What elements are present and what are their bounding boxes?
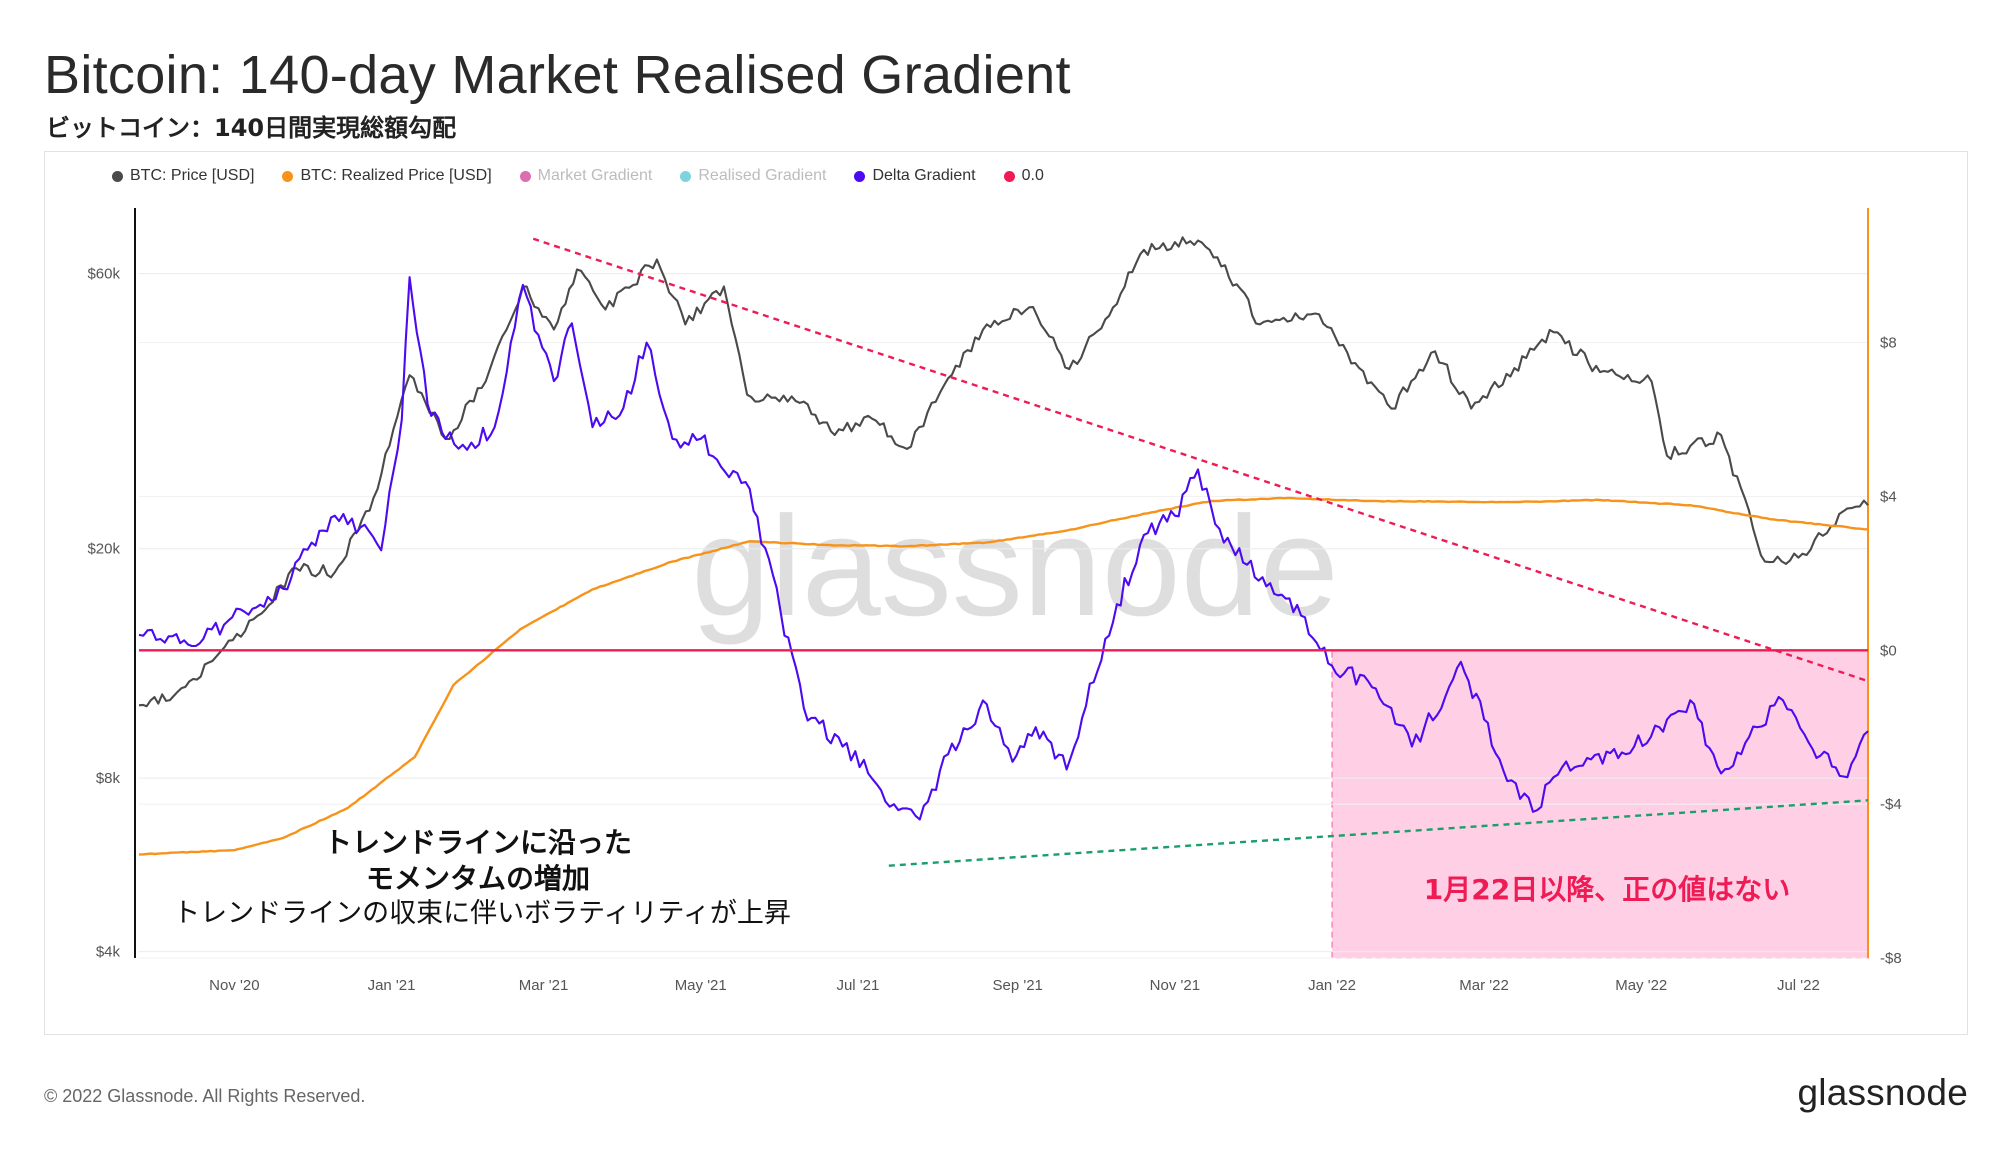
legend-label: BTC: Realized Price [USD] (300, 167, 492, 184)
series-line-0 (138, 236, 1869, 708)
x-tick-label: May '21 (675, 977, 727, 994)
x-tick-label: Jan '21 (368, 977, 416, 994)
x-tick-label: Mar '22 (1459, 977, 1509, 994)
annotation-line-2: モメンタムの増加 (366, 862, 590, 895)
annotation-line-1: トレンドラインに沿った (324, 826, 632, 859)
trendline-0 (532, 237, 1869, 683)
legend-item-4[interactable]: Delta Gradient (854, 167, 976, 185)
legend-item-2[interactable]: Market Gradient (519, 167, 653, 185)
legend-dot-icon (680, 170, 692, 182)
legend-label: 0.0 (1021, 167, 1044, 184)
y-right-tick-label: $4 (1880, 488, 1897, 505)
legend-item-1[interactable]: BTC: Realized Price [USD] (282, 167, 492, 185)
y-right-tick-label: -$4 (1880, 796, 1902, 813)
y-left-tick-label: $4k (96, 944, 121, 961)
y-left-tick-label: $20k (87, 541, 120, 558)
watermark: glassnode (691, 487, 1338, 646)
annotation-line-3: トレンドラインの収束に伴いボラティリティが上昇 (173, 898, 791, 929)
series-line-2 (138, 276, 1869, 821)
x-tick-label: Jul '21 (836, 977, 879, 994)
x-tick-label: Sep '21 (992, 977, 1042, 994)
y-right-tick-label: -$8 (1880, 950, 1902, 967)
page-subtitle: ビットコイン：140日間実現総額勾配 (46, 114, 457, 142)
series-line-1 (139, 496, 1869, 856)
chart-legend: BTC: Price [USD] BTC: Realized Price [USD… (112, 167, 1044, 185)
copyright-footer: © 2022 Glassnode. All Rights Reserved. (44, 1086, 366, 1106)
chart-frame (44, 151, 1968, 1035)
legend-item-3[interactable]: Realised Gradient (680, 167, 826, 185)
glassnode-logo: glassnode (1797, 1072, 1968, 1113)
x-tick-label: Nov '20 (209, 977, 259, 994)
y-right-tick-label: $8 (1880, 335, 1897, 352)
y-right-tick-label: $0 (1880, 642, 1897, 659)
annotation-pink-box: 1月22日以降、正の値はない (1424, 873, 1790, 906)
x-tick-label: Jul '22 (1777, 977, 1820, 994)
legend-dot-icon (519, 170, 531, 182)
legend-dot-icon (112, 170, 123, 182)
legend-label: Market Gradient (537, 167, 653, 184)
legend-label: BTC: Price [USD] (130, 167, 255, 184)
x-tick-label: Mar '21 (519, 977, 569, 994)
x-tick-label: Nov '21 (1150, 977, 1200, 994)
x-tick-label: Jan '22 (1308, 977, 1356, 994)
legend-label: Delta Gradient (872, 167, 976, 184)
legend-item-5[interactable]: 0.0 (1003, 167, 1044, 185)
y-left-tick-label: $8k (96, 770, 121, 787)
legend-label: Realised Gradient (698, 167, 827, 184)
page-title: Bitcoin: 140-day Market Realised Gradien… (44, 45, 1071, 105)
y-left-tick-label: $60k (87, 266, 120, 283)
trendline-1 (888, 799, 1869, 867)
legend-dot-icon (1003, 170, 1015, 182)
legend-dot-icon (854, 170, 866, 182)
legend-dot-icon (282, 170, 294, 182)
legend-item-0[interactable]: BTC: Price [USD] (112, 167, 254, 185)
x-tick-label: May '22 (1615, 977, 1667, 994)
